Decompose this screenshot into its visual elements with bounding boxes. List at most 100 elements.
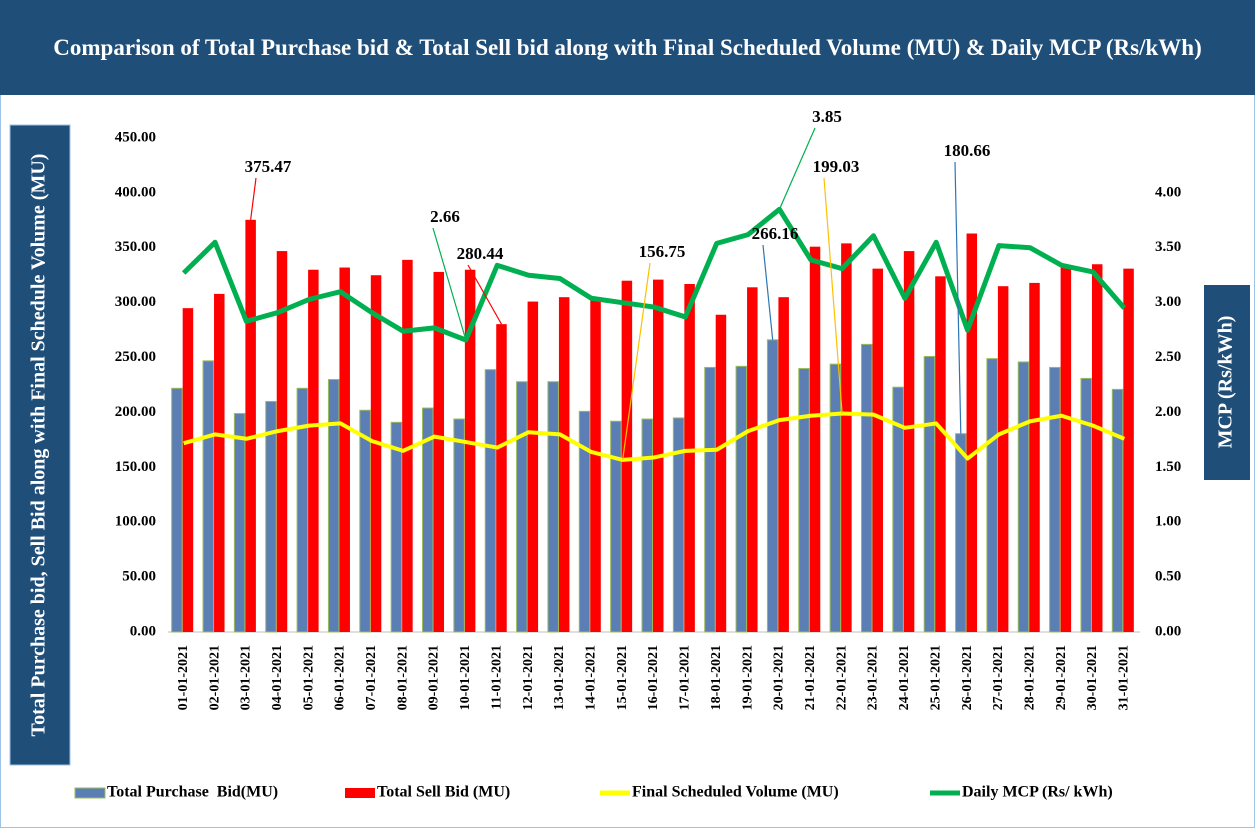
bar — [641, 418, 653, 633]
y2-tick-label: 4.00 — [1155, 184, 1181, 200]
leader-line — [762, 244, 774, 340]
data-label: 280.44 — [457, 244, 504, 263]
bar — [872, 268, 883, 632]
data-label: 3.85 — [812, 107, 842, 126]
data-label: 375.47 — [245, 157, 292, 176]
bar — [672, 417, 685, 633]
y2-tick-label: 1.50 — [1155, 459, 1181, 475]
bar — [214, 293, 225, 632]
leader-line — [622, 262, 651, 461]
bar — [621, 280, 633, 632]
bar — [422, 407, 434, 633]
bar — [935, 276, 946, 632]
x-tick-label: 29-01-2021 — [1054, 645, 1069, 710]
leader-line — [954, 161, 962, 434]
x-tick-label: 05-01-2021 — [301, 645, 316, 710]
x-tick-label: 19-01-2021 — [740, 645, 755, 710]
y2-axis-title-box — [1204, 285, 1250, 480]
data-label: 199.03 — [813, 157, 860, 176]
bar — [966, 233, 978, 633]
y-tick-label: 100.00 — [115, 514, 156, 530]
bar — [265, 400, 277, 633]
bar — [1017, 361, 1030, 633]
legend-label: Total Purchase Bid(MU) — [107, 784, 278, 801]
bar — [296, 387, 309, 633]
bar — [547, 381, 559, 633]
bar — [841, 243, 852, 633]
y2-tick-label: 0.00 — [1155, 623, 1181, 639]
bar — [892, 386, 904, 633]
x-tick-label: 31-01-2021 — [1117, 645, 1132, 710]
y2-tick-label: 2.50 — [1155, 349, 1181, 365]
bar — [829, 363, 842, 633]
y-axis-title-box — [9, 124, 71, 766]
legend-label: Final Scheduled Volume (MU) — [632, 784, 839, 801]
x-tick-label: 26-01-2021 — [960, 645, 975, 710]
legend-swatch — [74, 787, 106, 799]
bar — [1123, 268, 1134, 632]
bar — [997, 286, 1009, 632]
y-tick-label: 200.00 — [115, 404, 156, 420]
x-tick-label: 30-01-2021 — [1085, 645, 1100, 710]
bar — [1111, 388, 1124, 633]
x-tick-label: 20-01-2021 — [772, 645, 787, 710]
x-tick-label: 23-01-2021 — [866, 645, 881, 710]
x-tick-label: 11-01-2021 — [489, 645, 504, 710]
leader-line — [250, 177, 257, 220]
x-tick-label: 01-01-2021 — [176, 645, 191, 710]
bar — [327, 379, 340, 633]
bar — [339, 267, 350, 632]
y-axis-title: Total Purchase bid, Sell Bid along with … — [28, 154, 50, 737]
x-tick-label: 16-01-2021 — [646, 645, 661, 710]
x-tick-label: 28-01-2021 — [1022, 645, 1037, 710]
bar — [202, 360, 215, 633]
bar — [453, 418, 465, 633]
bar — [245, 219, 256, 632]
y-tick-label: 150.00 — [115, 459, 156, 475]
x-tick-label: 27-01-2021 — [991, 645, 1006, 710]
legend-label: Total Sell Bid (MU) — [377, 784, 510, 801]
x-tick-label: 04-01-2021 — [270, 645, 285, 710]
y-tick-label: 0.00 — [130, 623, 156, 639]
leader-line — [467, 264, 502, 325]
bar — [390, 421, 403, 633]
y-tick-label: 250.00 — [115, 349, 156, 365]
x-tick-label: 24-01-2021 — [897, 645, 912, 710]
bar — [955, 433, 967, 633]
x-tick-label: 21-01-2021 — [803, 645, 818, 710]
y-tick-label: 350.00 — [115, 239, 156, 255]
leader-line — [432, 227, 467, 341]
leader-line — [778, 127, 816, 210]
bar — [1029, 282, 1040, 632]
bar — [923, 355, 936, 633]
data-label: 266.16 — [752, 224, 799, 243]
bar — [1060, 266, 1072, 632]
bar — [684, 284, 695, 632]
bar — [715, 314, 727, 632]
bar — [233, 413, 246, 633]
bar — [516, 381, 528, 633]
bar — [433, 271, 445, 632]
bar — [735, 365, 748, 633]
x-tick-label: 18-01-2021 — [709, 645, 724, 710]
bar — [171, 387, 183, 633]
data-label: 180.66 — [944, 141, 991, 160]
bar — [527, 301, 539, 632]
bar — [558, 297, 570, 632]
data-label: 2.66 — [430, 207, 460, 226]
y2-tick-label: 3.00 — [1155, 294, 1181, 310]
bar — [1080, 377, 1092, 633]
bar — [1091, 264, 1103, 632]
y-tick-label: 400.00 — [115, 184, 156, 200]
x-tick-label: 07-01-2021 — [364, 645, 379, 710]
x-tick-label: 15-01-2021 — [615, 645, 630, 710]
legend-swatch — [345, 788, 375, 798]
bar — [359, 409, 371, 633]
y2-tick-label: 0.50 — [1155, 569, 1181, 585]
bar — [860, 343, 873, 633]
y-tick-label: 450.00 — [115, 129, 156, 145]
bar — [1049, 366, 1061, 633]
x-tick-label: 14-01-2021 — [584, 645, 599, 710]
line-series — [181, 206, 1127, 343]
